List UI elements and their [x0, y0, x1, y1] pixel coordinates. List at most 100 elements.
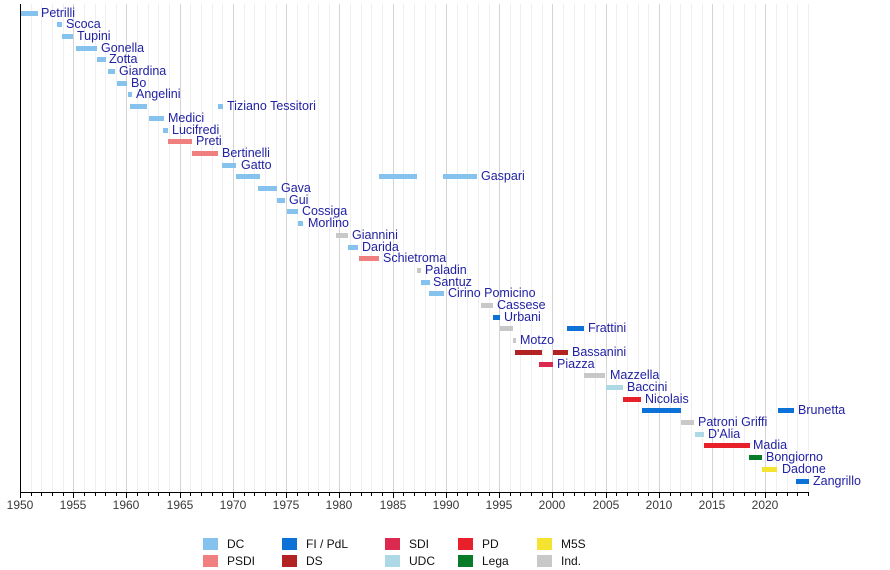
minister-label: Brunetta: [798, 403, 846, 417]
minor-tick: [744, 493, 745, 496]
minor-gridline: [787, 4, 788, 492]
minister-label: Santuz: [433, 275, 472, 289]
major-tick: [393, 493, 394, 498]
x-tick-label: 2000: [538, 498, 566, 512]
term-bar: [258, 186, 277, 191]
minor-tick: [244, 493, 245, 496]
minor-tick: [382, 493, 383, 496]
legend-label: PSDI: [227, 554, 256, 568]
x-tick-label: 2010: [645, 498, 673, 512]
x-tick-label: 1980: [325, 498, 353, 512]
minor-gridline: [616, 4, 617, 492]
minor-tick: [776, 493, 777, 496]
minor-gridline: [531, 4, 532, 492]
minor-gridline: [638, 4, 639, 492]
minor-gridline: [467, 4, 468, 492]
minor-tick: [222, 493, 223, 496]
minor-tick: [137, 493, 138, 496]
legend-swatch-ds: [282, 555, 297, 567]
minister-label: Petrilli: [41, 6, 76, 20]
minor-tick: [787, 493, 788, 496]
minor-gridline: [797, 4, 798, 492]
term-bar: [762, 467, 777, 472]
minor-gridline: [148, 4, 149, 492]
minister-label: Morlino: [308, 216, 349, 230]
minister-label: Dadone: [782, 462, 826, 476]
minor-tick: [276, 493, 277, 496]
major-tick: [339, 493, 340, 498]
x-axis-line: [20, 492, 809, 493]
major-tick: [20, 493, 21, 498]
minor-tick: [531, 493, 532, 496]
term-bar: [704, 443, 750, 448]
minor-tick: [627, 493, 628, 496]
major-gridline: [765, 4, 766, 492]
legend-label: DC: [227, 537, 245, 551]
legend-label: PD: [482, 537, 499, 551]
x-tick-label: 1985: [379, 498, 407, 512]
term-bar: [287, 209, 298, 214]
minister-label: D'Alia: [708, 427, 741, 441]
minor-gridline: [744, 4, 745, 492]
minister-label: Bertinelli: [222, 146, 270, 160]
major-gridline: [393, 4, 394, 492]
minor-gridline: [670, 4, 671, 492]
minor-gridline: [425, 4, 426, 492]
minor-tick: [638, 493, 639, 496]
minister-label: Lucifredi: [172, 123, 220, 137]
minor-tick: [670, 493, 671, 496]
term-bar: [76, 46, 97, 51]
minister-label: Gaspari: [481, 169, 525, 183]
term-bar: [417, 268, 421, 273]
minor-gridline: [723, 4, 724, 492]
minor-gridline: [329, 4, 330, 492]
term-bar: [429, 291, 444, 296]
minor-tick: [297, 493, 298, 496]
minor-tick: [702, 493, 703, 496]
minor-tick: [254, 493, 255, 496]
term-bar: [236, 174, 260, 179]
term-bar: [218, 104, 223, 109]
minor-tick: [190, 493, 191, 496]
term-bar: [500, 326, 513, 331]
term-bar: [359, 256, 379, 261]
term-bar: [379, 174, 417, 179]
minor-tick: [371, 493, 372, 496]
x-tick-label: 2015: [698, 498, 726, 512]
minister-label: Nicolais: [645, 392, 689, 406]
major-tick: [765, 493, 766, 498]
term-bar: [515, 350, 542, 355]
minor-tick: [148, 493, 149, 496]
minor-tick: [563, 493, 564, 496]
term-bar: [97, 57, 106, 62]
minor-gridline: [31, 4, 32, 492]
legend-label: M5S: [561, 537, 586, 551]
minister-label: Madia: [753, 438, 788, 452]
term-bar: [108, 69, 115, 74]
minor-tick: [489, 493, 490, 496]
minor-tick: [808, 493, 809, 496]
x-tick-label: 1955: [59, 498, 87, 512]
legend-label: Lega: [482, 554, 509, 568]
minor-gridline: [574, 4, 575, 492]
minister-label: Cossiga: [302, 204, 348, 218]
term-bar: [149, 116, 164, 121]
minor-tick: [680, 493, 681, 496]
major-tick: [446, 493, 447, 498]
minor-gridline: [755, 4, 756, 492]
minor-gridline: [105, 4, 106, 492]
minor-tick: [425, 493, 426, 496]
major-tick: [659, 493, 660, 498]
minor-gridline: [169, 4, 170, 492]
minor-gridline: [308, 4, 309, 492]
term-bar: [277, 198, 285, 203]
major-gridline: [73, 4, 74, 492]
minor-gridline: [691, 4, 692, 492]
minor-gridline: [776, 4, 777, 492]
major-gridline: [180, 4, 181, 492]
minor-tick: [201, 493, 202, 496]
minister-label: Tupini: [77, 29, 111, 43]
x-tick-label: 1950: [6, 498, 34, 512]
x-tick-label: 1960: [112, 498, 140, 512]
minor-gridline: [318, 4, 319, 492]
